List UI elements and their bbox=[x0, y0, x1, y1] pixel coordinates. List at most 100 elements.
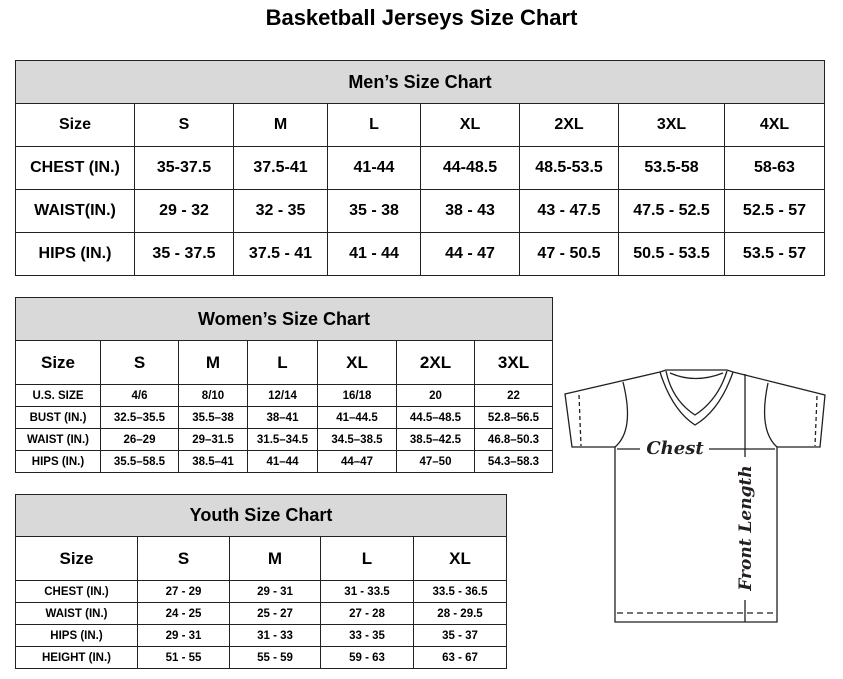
table-caption: Youth Size Chart bbox=[14, 494, 508, 537]
table-cell: 27 - 29 bbox=[137, 580, 230, 603]
header-cell: XL bbox=[412, 536, 508, 581]
table-row: WAIST (IN.) 24 - 25 25 - 27 27 - 28 28 - 29.… bbox=[15, 602, 508, 625]
table-caption: Women’s Size Chart bbox=[14, 297, 554, 341]
mens-size-table: Men’s Size Chart Size S M L XL 2XL 3XL 4XL CHEST … bbox=[15, 60, 825, 276]
row-label: WAIST(IN.) bbox=[15, 189, 135, 233]
row-label: CHEST (IN.) bbox=[15, 580, 138, 603]
header-cell: M bbox=[229, 536, 321, 581]
table-cell: 34.5–38.5 bbox=[317, 428, 397, 451]
table-cell: 53.5 - 57 bbox=[724, 232, 825, 276]
header-cell: S bbox=[100, 340, 179, 385]
womens-size-table: Women’s Size Chart Size S M L XL 2XL 3XL U.S. SI… bbox=[14, 297, 554, 473]
jersey-measurement-diagram: Chest Front Length bbox=[564, 369, 826, 623]
header-cell: Size bbox=[15, 103, 135, 147]
table-cell: 25 - 27 bbox=[229, 602, 321, 625]
row-label: WAIST (IN.) bbox=[15, 602, 138, 625]
table-cell: 29 - 31 bbox=[137, 624, 230, 647]
header-cell: Size bbox=[15, 536, 138, 581]
table-cell: 31 - 33 bbox=[229, 624, 321, 647]
table-cell: 35 - 37.5 bbox=[134, 232, 234, 276]
youth-size-table: Youth Size Chart Size S M L XL CHEST (IN.) 27 -… bbox=[14, 494, 508, 669]
table-cell: 41–44 bbox=[247, 450, 318, 473]
table-cell: 41–44.5 bbox=[317, 406, 397, 429]
row-label: WAIST (IN.) bbox=[15, 428, 101, 451]
row-label: CHEST (IN.) bbox=[15, 146, 135, 190]
table-cell: 12/14 bbox=[247, 384, 318, 407]
table-cell: 16/18 bbox=[317, 384, 397, 407]
header-cell: 2XL bbox=[396, 340, 475, 385]
row-label: HIPS (IN.) bbox=[15, 624, 138, 647]
table-cell: 59 - 63 bbox=[320, 646, 414, 669]
front-length-label: Front Length bbox=[736, 465, 756, 591]
table-cell: 29 - 32 bbox=[134, 189, 234, 233]
left-armhole bbox=[614, 381, 629, 448]
collar-inner bbox=[665, 370, 728, 416]
table-cell: 53.5-58 bbox=[618, 146, 725, 190]
table-cell: 24 - 25 bbox=[137, 602, 230, 625]
page-title: Basketball Jerseys Size Chart bbox=[265, 5, 578, 30]
table-cell: 47.5 - 52.5 bbox=[618, 189, 725, 233]
table-cell: 37.5-41 bbox=[233, 146, 328, 190]
table-cell: 27 - 28 bbox=[320, 602, 414, 625]
header-cell: S bbox=[137, 536, 230, 581]
table-cell: 31 - 33.5 bbox=[320, 580, 414, 603]
header-row: Size S M L XL 2XL 3XL 4XL bbox=[15, 103, 825, 147]
header-cell: XL bbox=[317, 340, 397, 385]
table-cell: 29–31.5 bbox=[178, 428, 248, 451]
header-cell: 3XL bbox=[618, 103, 725, 147]
table-row: HIPS (IN.) 35 - 37.5 37.5 - 41 41 - 44 44 - … bbox=[15, 232, 825, 276]
table-row: CHEST (IN.) 35-37.5 37.5-41 41-44 44-48.5 48.… bbox=[15, 146, 825, 190]
header-cell: M bbox=[178, 340, 248, 385]
row-label: HIPS (IN.) bbox=[15, 232, 135, 276]
row-label: HEIGHT (IN.) bbox=[15, 646, 138, 669]
table-cell: 35.5–58.5 bbox=[100, 450, 179, 473]
table-row: HEIGHT (IN.) 51 - 55 55 - 59 59 - 63 63 - 67 bbox=[15, 646, 508, 669]
sleeve-hem-left bbox=[578, 394, 582, 447]
table-cell: 48.5-53.5 bbox=[519, 146, 619, 190]
header-cell: L bbox=[247, 340, 318, 385]
header-cell: L bbox=[320, 536, 414, 581]
row-label: BUST (IN.) bbox=[15, 406, 101, 429]
table-cell: 50.5 - 53.5 bbox=[618, 232, 725, 276]
header-cell: 2XL bbox=[519, 103, 619, 147]
table-cell: 52.5 - 57 bbox=[724, 189, 825, 233]
table-cell: 8/10 bbox=[178, 384, 248, 407]
collar-outer bbox=[659, 369, 734, 426]
row-label: HIPS (IN.) bbox=[15, 450, 101, 473]
table-caption: Men’s Size Chart bbox=[15, 60, 825, 104]
shirt-outline bbox=[564, 371, 826, 623]
table-row: WAIST(IN.) 29 - 32 32 - 35 35 - 38 38 - 43 43… bbox=[15, 189, 825, 233]
table-cell: 47–50 bbox=[396, 450, 475, 473]
table-cell: 32 - 35 bbox=[233, 189, 328, 233]
table-cell: 28 - 29.5 bbox=[412, 602, 508, 625]
table-cell: 44.5–48.5 bbox=[396, 406, 475, 429]
table-cell: 43 - 47.5 bbox=[519, 189, 619, 233]
table-cell: 29 - 31 bbox=[229, 580, 321, 603]
table-cell: 38.5–42.5 bbox=[396, 428, 475, 451]
table-cell: 38 - 43 bbox=[420, 189, 520, 233]
header-cell: L bbox=[327, 103, 421, 147]
table-cell: 35 - 38 bbox=[327, 189, 421, 233]
table-cell: 63 - 67 bbox=[412, 646, 508, 669]
table-cell: 37.5 - 41 bbox=[233, 232, 328, 276]
table-row: HIPS (IN.) 35.5–58.5 38.5–41 41–44 44–47 47–5… bbox=[15, 450, 554, 473]
table-cell: 33 - 35 bbox=[320, 624, 414, 647]
table-cell: 35.5–38 bbox=[178, 406, 248, 429]
table-cell: 58-63 bbox=[724, 146, 825, 190]
right-armhole bbox=[763, 382, 778, 448]
header-cell: M bbox=[233, 103, 328, 147]
table-cell: 35 - 37 bbox=[412, 624, 508, 647]
header-row: Size S M L XL bbox=[15, 536, 508, 581]
table-row: CHEST (IN.) 27 - 29 29 - 31 31 - 33.5 33.5 -… bbox=[15, 580, 508, 603]
chest-label: Chest bbox=[646, 438, 704, 459]
header-row: Size S M L XL 2XL 3XL bbox=[15, 340, 554, 385]
sleeve-hem-right bbox=[814, 395, 818, 447]
header-cell: Size bbox=[15, 340, 101, 385]
header-cell: 3XL bbox=[473, 340, 554, 385]
table-cell: 41-44 bbox=[327, 146, 421, 190]
table-cell: 38.5–41 bbox=[178, 450, 248, 473]
table-cell: 47 - 50.5 bbox=[519, 232, 619, 276]
row-label: U.S. SIZE bbox=[15, 384, 101, 407]
table-cell: 20 bbox=[396, 384, 475, 407]
table-cell: 38–41 bbox=[247, 406, 318, 429]
